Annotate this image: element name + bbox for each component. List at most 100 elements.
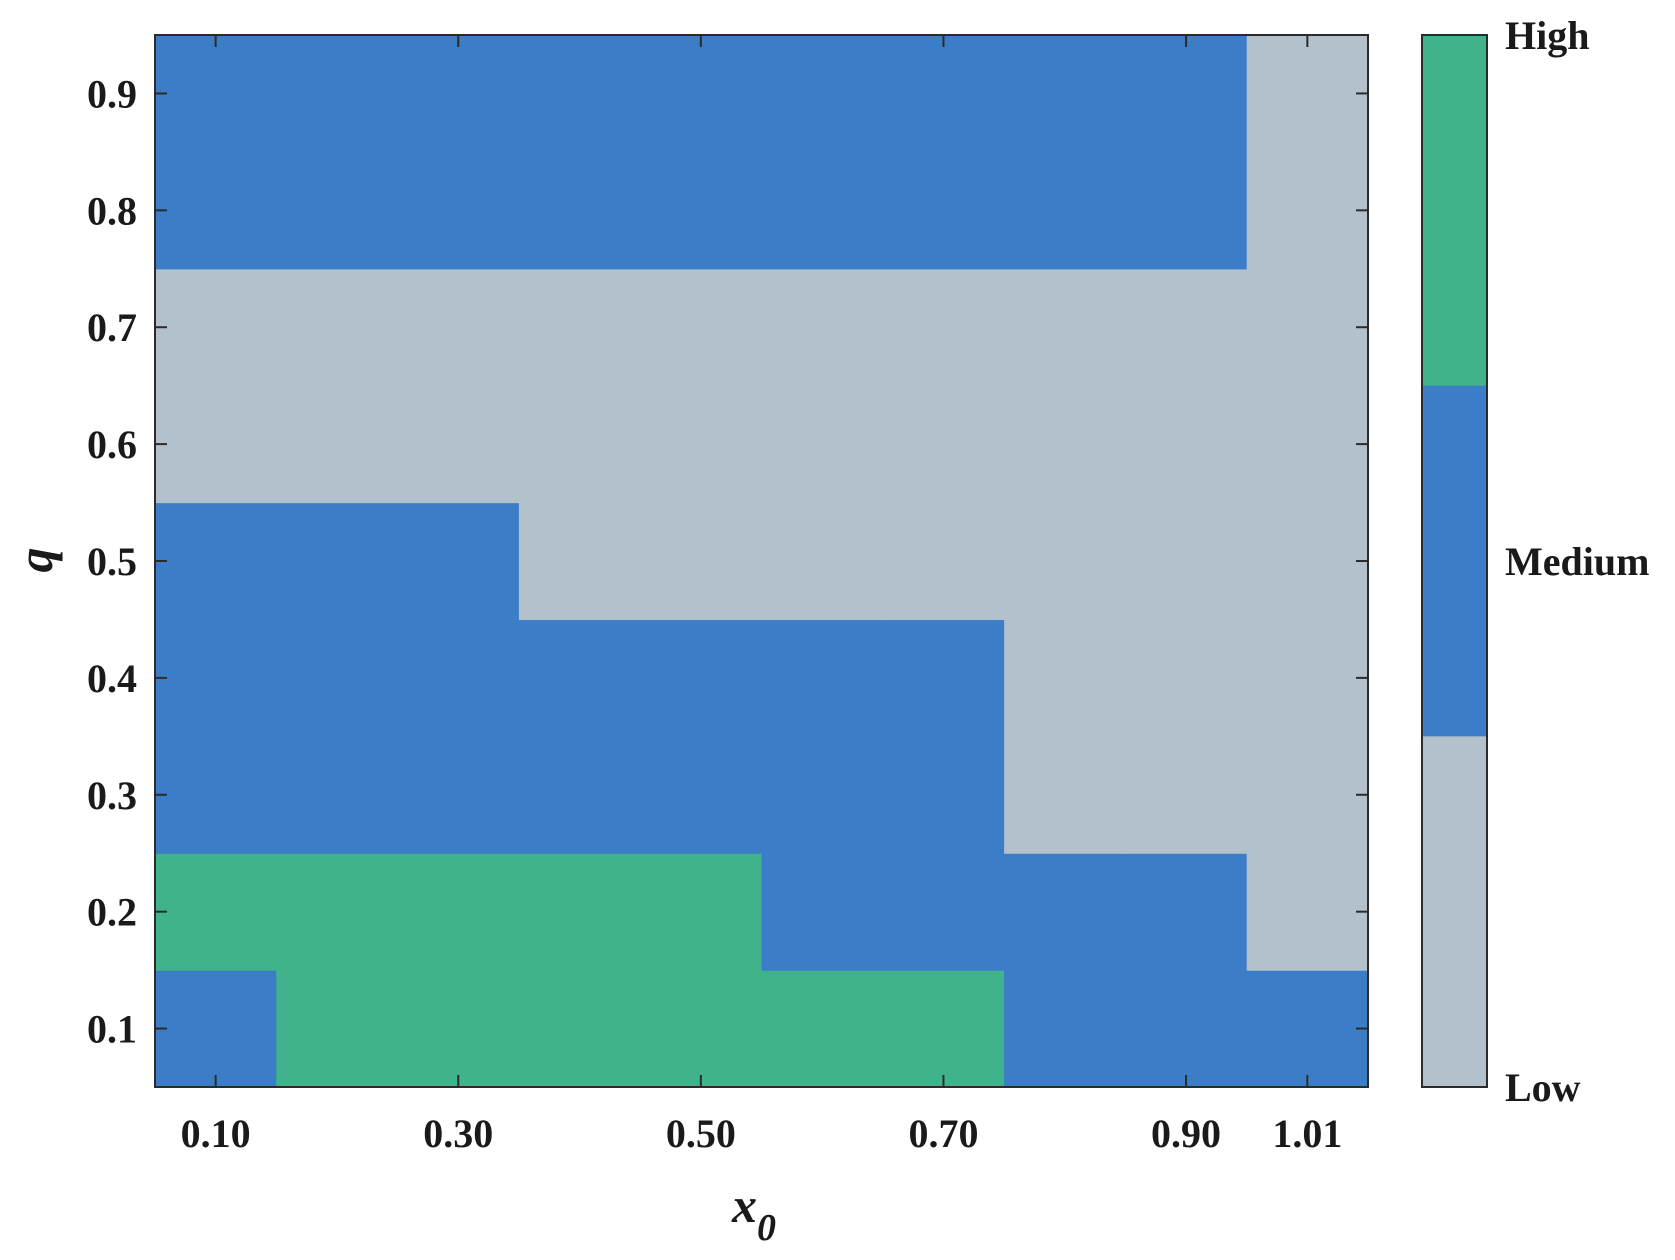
x-tick-labels: 0.10 0.30 0.50 0.70 0.90 1.01 (181, 1111, 1343, 1156)
heatmap-cell (1125, 502, 1248, 621)
heatmap-cell (640, 736, 763, 854)
heatmap-cell (518, 736, 641, 854)
heatmap-cell (1246, 619, 1369, 737)
heatmap-cell (1246, 268, 1369, 387)
heatmap-cell (882, 736, 1005, 854)
heatmap-cell (518, 268, 641, 387)
heatmap-cell (155, 268, 277, 387)
x-tick-label: 0.30 (423, 1111, 493, 1156)
heatmap-cell (640, 385, 763, 504)
heatmap-cell (640, 619, 763, 737)
heatmap-cell (518, 151, 641, 270)
heatmap-cell (1125, 853, 1248, 971)
x-tick-label: 0.70 (908, 1111, 978, 1156)
y-tick-label: 0.5 (87, 539, 137, 584)
colorbar-segment (1422, 385, 1487, 737)
colorbar-labels: High Medium Low (1505, 13, 1649, 1110)
heatmap-cell (397, 151, 520, 270)
heatmap-cell (397, 619, 520, 737)
heatmap-cell (640, 151, 763, 270)
heatmap-cell (1246, 736, 1369, 854)
x-tick-label: 0.90 (1151, 1111, 1221, 1156)
heatmap-cell (518, 385, 641, 504)
heatmap-cell (155, 970, 277, 1088)
heatmap-cell (1004, 268, 1126, 387)
heatmap-cell (640, 502, 763, 621)
heatmap-cell (882, 970, 1005, 1088)
y-tick-label: 0.6 (87, 422, 137, 467)
axis-ticks (155, 35, 1368, 1087)
y-tick-label: 0.3 (87, 773, 137, 818)
y-tick-label: 0.9 (87, 71, 137, 116)
x-axis-label: x0 (731, 1177, 776, 1249)
heatmap-cell (761, 385, 884, 504)
heatmap-cell (1004, 619, 1126, 737)
colorbar-frame (1421, 34, 1488, 1088)
heatmap-cell (882, 502, 1005, 621)
heatmap-cell (1125, 151, 1248, 270)
heatmap-cell (397, 970, 520, 1088)
heatmap-cell (276, 268, 399, 387)
heatmap-cell (640, 970, 763, 1088)
heatmap-cell (1004, 151, 1126, 270)
heatmap-cell (761, 35, 884, 153)
heatmap-cell (397, 502, 520, 621)
y-tick-label: 0.2 (87, 890, 137, 935)
heatmap-cell (518, 619, 641, 737)
heatmap-cell (882, 853, 1005, 971)
colorbar (1422, 35, 1487, 1088)
heatmap-cell (1246, 385, 1369, 504)
heatmap-cell (761, 970, 884, 1088)
heatmap-cell (1125, 385, 1248, 504)
heatmap-cell (155, 853, 277, 971)
y-tick-label: 0.8 (87, 188, 137, 233)
heatmap-cell (1246, 853, 1369, 971)
colorbar-label: Medium (1505, 539, 1649, 584)
heatmap-cell (882, 268, 1005, 387)
heatmap-cell (397, 853, 520, 971)
colorbar-segment (1422, 736, 1487, 1088)
heatmap-cell (276, 35, 399, 153)
heatmap-cell (761, 853, 884, 971)
heatmap-cell (1004, 853, 1126, 971)
heatmap-cell (882, 151, 1005, 270)
heatmap-cell (397, 385, 520, 504)
heatmap-cell (1125, 268, 1248, 387)
heatmap-cell (518, 970, 641, 1088)
x-axis-label-main: x (731, 1177, 757, 1233)
x-tick-label: 1.01 (1272, 1111, 1342, 1156)
heatmap-cell (761, 502, 884, 621)
heatmap-cell (1246, 151, 1369, 270)
heatmap-cells (155, 35, 1369, 1088)
x-tick-label: 0.50 (666, 1111, 736, 1156)
heatmap-cell (1246, 502, 1369, 621)
heatmap-cell (761, 736, 884, 854)
heatmap-cell (276, 970, 399, 1088)
heatmap-cell (1004, 736, 1126, 854)
heatmap-cell (1246, 35, 1369, 153)
y-tick-label: 0.4 (87, 656, 137, 701)
y-tick-label: 0.7 (87, 305, 137, 350)
heatmap-cell (518, 853, 641, 971)
heatmap-cell (155, 151, 277, 270)
plot-frame (154, 34, 1369, 1088)
heatmap-cell (882, 619, 1005, 737)
heatmap-cell (155, 502, 277, 621)
heatmap-cell (276, 502, 399, 621)
heatmap-cell (1004, 970, 1126, 1088)
x-tick-label: 0.10 (181, 1111, 251, 1156)
heatmap-cell (761, 619, 884, 737)
heatmap-cell (640, 35, 763, 153)
y-tick-label: 0.1 (87, 1007, 137, 1052)
y-axis-label: q (7, 548, 63, 573)
heatmap-cell (882, 35, 1005, 153)
x-axis-label-subscript: 0 (757, 1207, 776, 1249)
colorbar-label: High (1505, 13, 1589, 58)
heatmap-cell (276, 151, 399, 270)
heatmap-cell (1125, 35, 1248, 153)
heatmap-cell (518, 502, 641, 621)
heatmap-cell (1004, 35, 1126, 153)
heatmap-cell (1125, 619, 1248, 737)
heatmap-cell (1125, 970, 1248, 1088)
